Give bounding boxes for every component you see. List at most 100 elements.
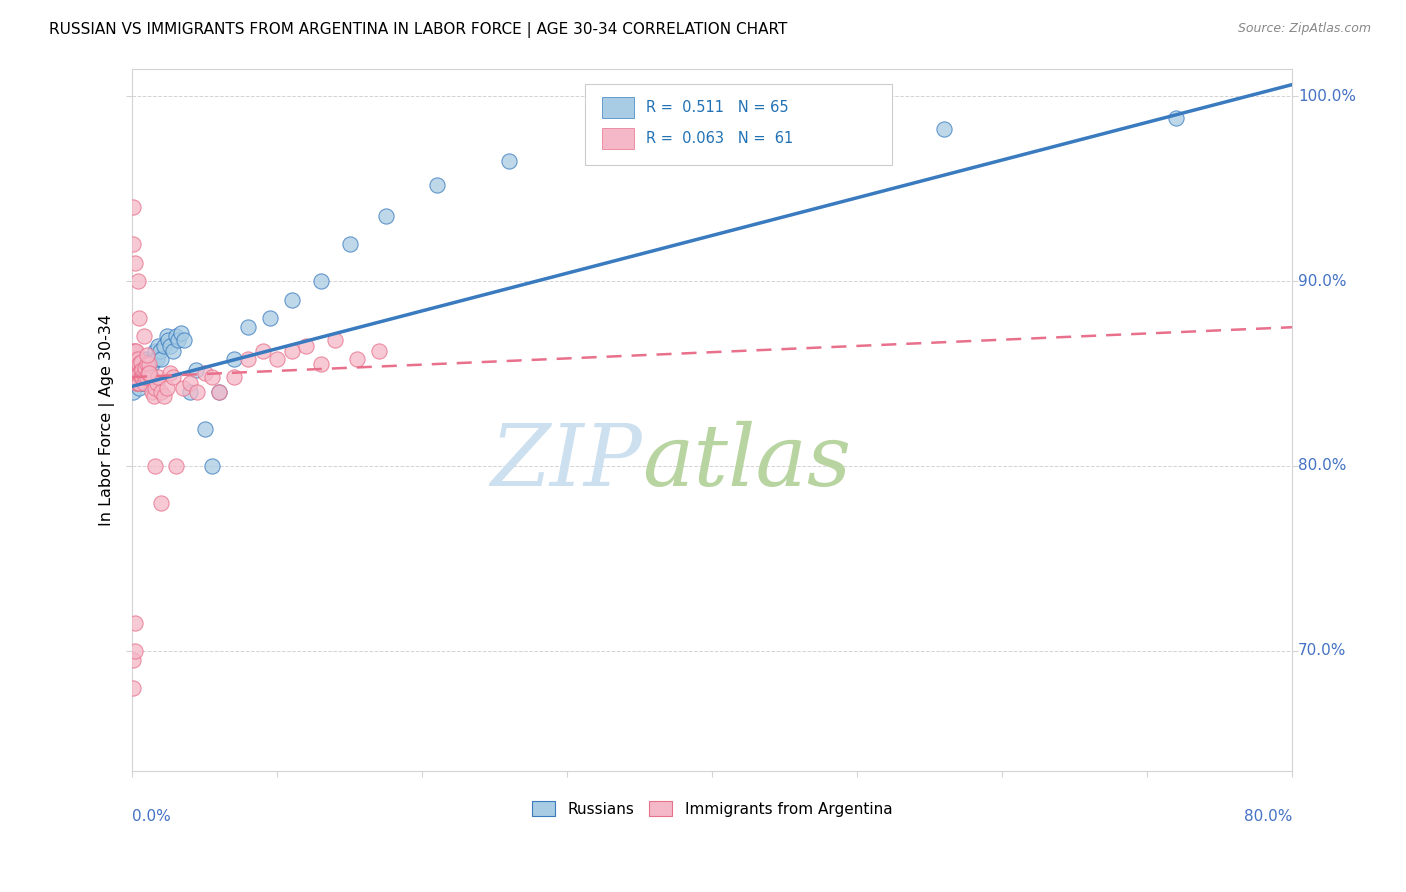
Point bbox=[222, 370, 245, 384]
Point bbox=[1166, 112, 1188, 126]
Point bbox=[127, 357, 149, 371]
Point bbox=[124, 615, 146, 630]
Point bbox=[208, 384, 231, 399]
Point bbox=[134, 360, 156, 375]
Point bbox=[125, 367, 148, 381]
Point bbox=[125, 344, 148, 359]
Point bbox=[129, 355, 152, 369]
Point bbox=[129, 357, 152, 371]
Point bbox=[309, 357, 332, 371]
Point bbox=[162, 370, 184, 384]
Point bbox=[122, 653, 145, 667]
Point bbox=[173, 333, 195, 347]
Point bbox=[236, 351, 259, 366]
Point bbox=[122, 681, 145, 695]
Text: Source: ZipAtlas.com: Source: ZipAtlas.com bbox=[1237, 22, 1371, 36]
Point bbox=[124, 357, 146, 371]
Point bbox=[125, 370, 148, 384]
Point bbox=[125, 376, 148, 390]
Point bbox=[131, 362, 153, 376]
Point bbox=[156, 329, 179, 343]
Point bbox=[186, 384, 208, 399]
Point bbox=[374, 210, 396, 224]
Text: atlas: atlas bbox=[643, 420, 852, 503]
Point bbox=[145, 351, 167, 366]
Point bbox=[127, 367, 149, 381]
Point bbox=[136, 367, 159, 381]
Text: 0.0%: 0.0% bbox=[132, 809, 170, 824]
Point bbox=[142, 388, 165, 402]
Point bbox=[127, 351, 149, 366]
Point bbox=[208, 384, 231, 399]
Point bbox=[165, 458, 187, 473]
Point bbox=[143, 381, 166, 395]
Point bbox=[150, 351, 173, 366]
Point bbox=[141, 357, 163, 371]
Point bbox=[122, 357, 145, 371]
Point bbox=[127, 357, 149, 371]
Point bbox=[129, 367, 152, 381]
Point bbox=[323, 333, 346, 347]
Point bbox=[136, 376, 159, 390]
Point bbox=[339, 237, 361, 252]
Text: 90.0%: 90.0% bbox=[1298, 274, 1347, 288]
Point bbox=[131, 351, 153, 366]
FancyBboxPatch shape bbox=[585, 84, 891, 165]
Point bbox=[139, 370, 162, 384]
Point bbox=[132, 329, 155, 343]
Point bbox=[139, 370, 162, 384]
Point bbox=[135, 351, 157, 366]
Point bbox=[129, 370, 152, 384]
Point bbox=[135, 370, 157, 384]
Point bbox=[165, 329, 187, 343]
Point bbox=[125, 351, 148, 366]
Point bbox=[146, 370, 169, 384]
Point bbox=[157, 333, 180, 347]
Point bbox=[184, 362, 207, 376]
Point bbox=[129, 372, 152, 386]
Point bbox=[122, 200, 145, 214]
Point bbox=[122, 351, 145, 366]
Point bbox=[131, 362, 153, 376]
Point bbox=[141, 384, 163, 399]
Point bbox=[134, 355, 156, 369]
Point bbox=[127, 376, 149, 390]
Point bbox=[124, 367, 146, 381]
Text: 80.0%: 80.0% bbox=[1244, 809, 1292, 824]
Point bbox=[124, 367, 146, 381]
Point bbox=[134, 370, 156, 384]
Point bbox=[122, 344, 145, 359]
Point bbox=[128, 367, 150, 381]
Point bbox=[280, 293, 302, 307]
Point bbox=[124, 351, 146, 366]
Point bbox=[138, 355, 160, 369]
Point bbox=[134, 367, 156, 381]
Point bbox=[127, 376, 149, 390]
Point bbox=[149, 344, 172, 359]
Point bbox=[143, 344, 166, 359]
Point bbox=[498, 153, 520, 168]
Point bbox=[128, 362, 150, 376]
Point bbox=[153, 388, 176, 402]
Point bbox=[934, 122, 956, 136]
Point bbox=[128, 376, 150, 390]
Point bbox=[159, 339, 181, 353]
Text: R =  0.511   N = 65: R = 0.511 N = 65 bbox=[647, 100, 789, 115]
Point bbox=[124, 344, 146, 359]
Point bbox=[156, 381, 179, 395]
Point bbox=[143, 458, 166, 473]
Point bbox=[150, 496, 173, 510]
Point bbox=[201, 370, 224, 384]
Point bbox=[179, 376, 201, 390]
Point bbox=[125, 376, 148, 390]
Point bbox=[127, 367, 149, 381]
Point bbox=[131, 376, 153, 390]
Point bbox=[159, 367, 181, 381]
Point bbox=[124, 643, 146, 657]
Point bbox=[132, 367, 155, 381]
Point bbox=[122, 384, 145, 399]
Point bbox=[170, 326, 193, 340]
Point bbox=[136, 362, 159, 376]
Point bbox=[167, 333, 190, 347]
Point bbox=[179, 384, 201, 399]
